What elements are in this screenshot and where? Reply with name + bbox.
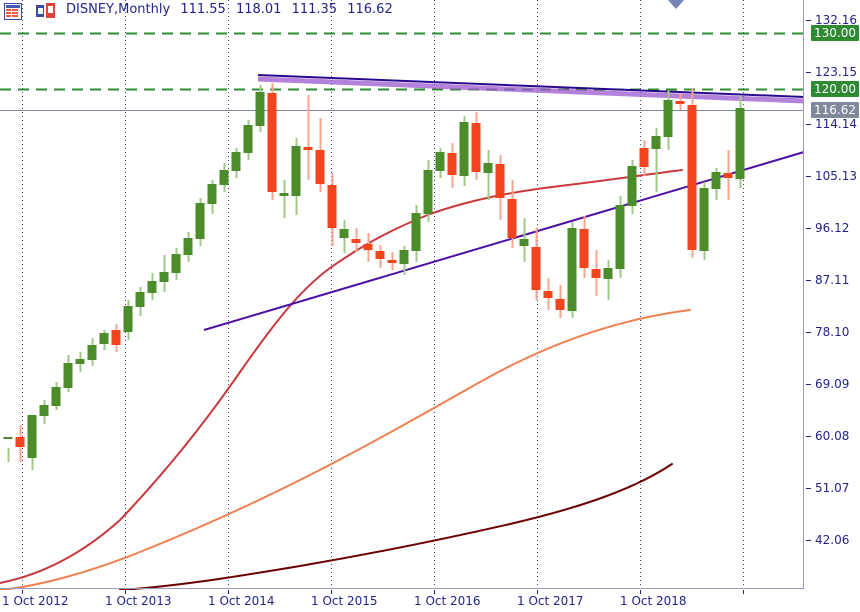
candlestick-svg xyxy=(0,0,805,590)
time-tick xyxy=(640,590,641,594)
price-tick xyxy=(806,280,811,281)
price-tick xyxy=(806,436,811,437)
price-tick xyxy=(806,124,811,125)
price-axis[interactable]: 132.16 123.15 114.14 105.13 96.12 87.11 78.10 6… xyxy=(805,0,860,590)
price-level-badge-120.00[interactable]: 120.00 xyxy=(811,81,859,97)
time-tick-label: 1 Oct 2013 xyxy=(105,594,172,608)
time-tick-label: 1 Oct 2016 xyxy=(414,594,481,608)
time-tick xyxy=(125,590,126,594)
time-tick-label: 1 Oct 2017 xyxy=(517,594,584,608)
trendlines xyxy=(203,74,805,331)
time-tick xyxy=(331,590,332,594)
chart-plot-area[interactable] xyxy=(0,0,805,590)
grid-icon[interactable] xyxy=(4,3,22,20)
ohlc-close: 116.62 xyxy=(347,2,393,17)
time-axis[interactable]: 1 Oct 2012 1 Oct 2013 1 Oct 2014 1 Oct 2015… xyxy=(0,590,860,612)
time-tick xyxy=(743,590,744,594)
price-tick xyxy=(806,228,811,229)
time-tick xyxy=(228,590,229,594)
time-tick-label: 1 Oct 2018 xyxy=(620,594,687,608)
chart-title-bar: DISNEY,Monthly 111.55 118.01 111.35 116.… xyxy=(66,2,399,17)
time-tick-label: 1 Oct 2012 xyxy=(2,594,69,608)
ohlc-high: 118.01 xyxy=(235,2,282,17)
time-tick xyxy=(434,590,435,594)
down-arrow-marker-icon xyxy=(668,0,684,9)
price-tick xyxy=(806,332,811,333)
ohlc-low: 111.35 xyxy=(291,2,338,17)
price-tick-label: 60.08 xyxy=(815,429,850,443)
price-tick-label: 96.12 xyxy=(815,221,850,235)
vertical-gridlines xyxy=(22,0,744,589)
price-tick xyxy=(806,176,811,177)
time-tick xyxy=(537,590,538,594)
price-level-lines xyxy=(0,32,804,111)
time-tick-label: 1 Oct 2015 xyxy=(311,594,378,608)
candles-group xyxy=(3,83,745,470)
price-tick-label: 123.15 xyxy=(815,65,857,79)
price-tick xyxy=(806,72,811,73)
bar-chart-icon[interactable] xyxy=(36,3,60,18)
price-tick xyxy=(806,20,811,21)
price-level-badge-130.00[interactable]: 130.00 xyxy=(811,25,859,41)
price-tick xyxy=(806,488,811,489)
price-tick-label: 114.14 xyxy=(815,117,857,131)
price-tick-label: 69.09 xyxy=(815,377,850,391)
time-tick xyxy=(22,590,23,594)
chart-header: DISNEY,Monthly 111.55 118.01 111.35 116.… xyxy=(0,0,860,22)
price-tick xyxy=(806,540,811,541)
price-tick-label: 78.10 xyxy=(815,325,850,339)
price-tick xyxy=(806,384,811,385)
price-tick-label: 42.06 xyxy=(815,533,850,547)
moving-average-lines xyxy=(0,169,691,590)
price-tick-label: 87.11 xyxy=(815,273,850,287)
price-tick-label: 51.07 xyxy=(815,481,850,495)
symbol-timeframe-label: DISNEY,Monthly xyxy=(66,2,171,17)
price-level-badge-116.62[interactable]: 116.62 xyxy=(811,102,859,118)
price-tick-label: 105.13 xyxy=(815,169,857,183)
price-tick-label: 132.16 xyxy=(815,13,857,27)
ohlc-open: 111.55 xyxy=(180,2,226,17)
time-tick-label: 1 Oct 2014 xyxy=(208,594,275,608)
